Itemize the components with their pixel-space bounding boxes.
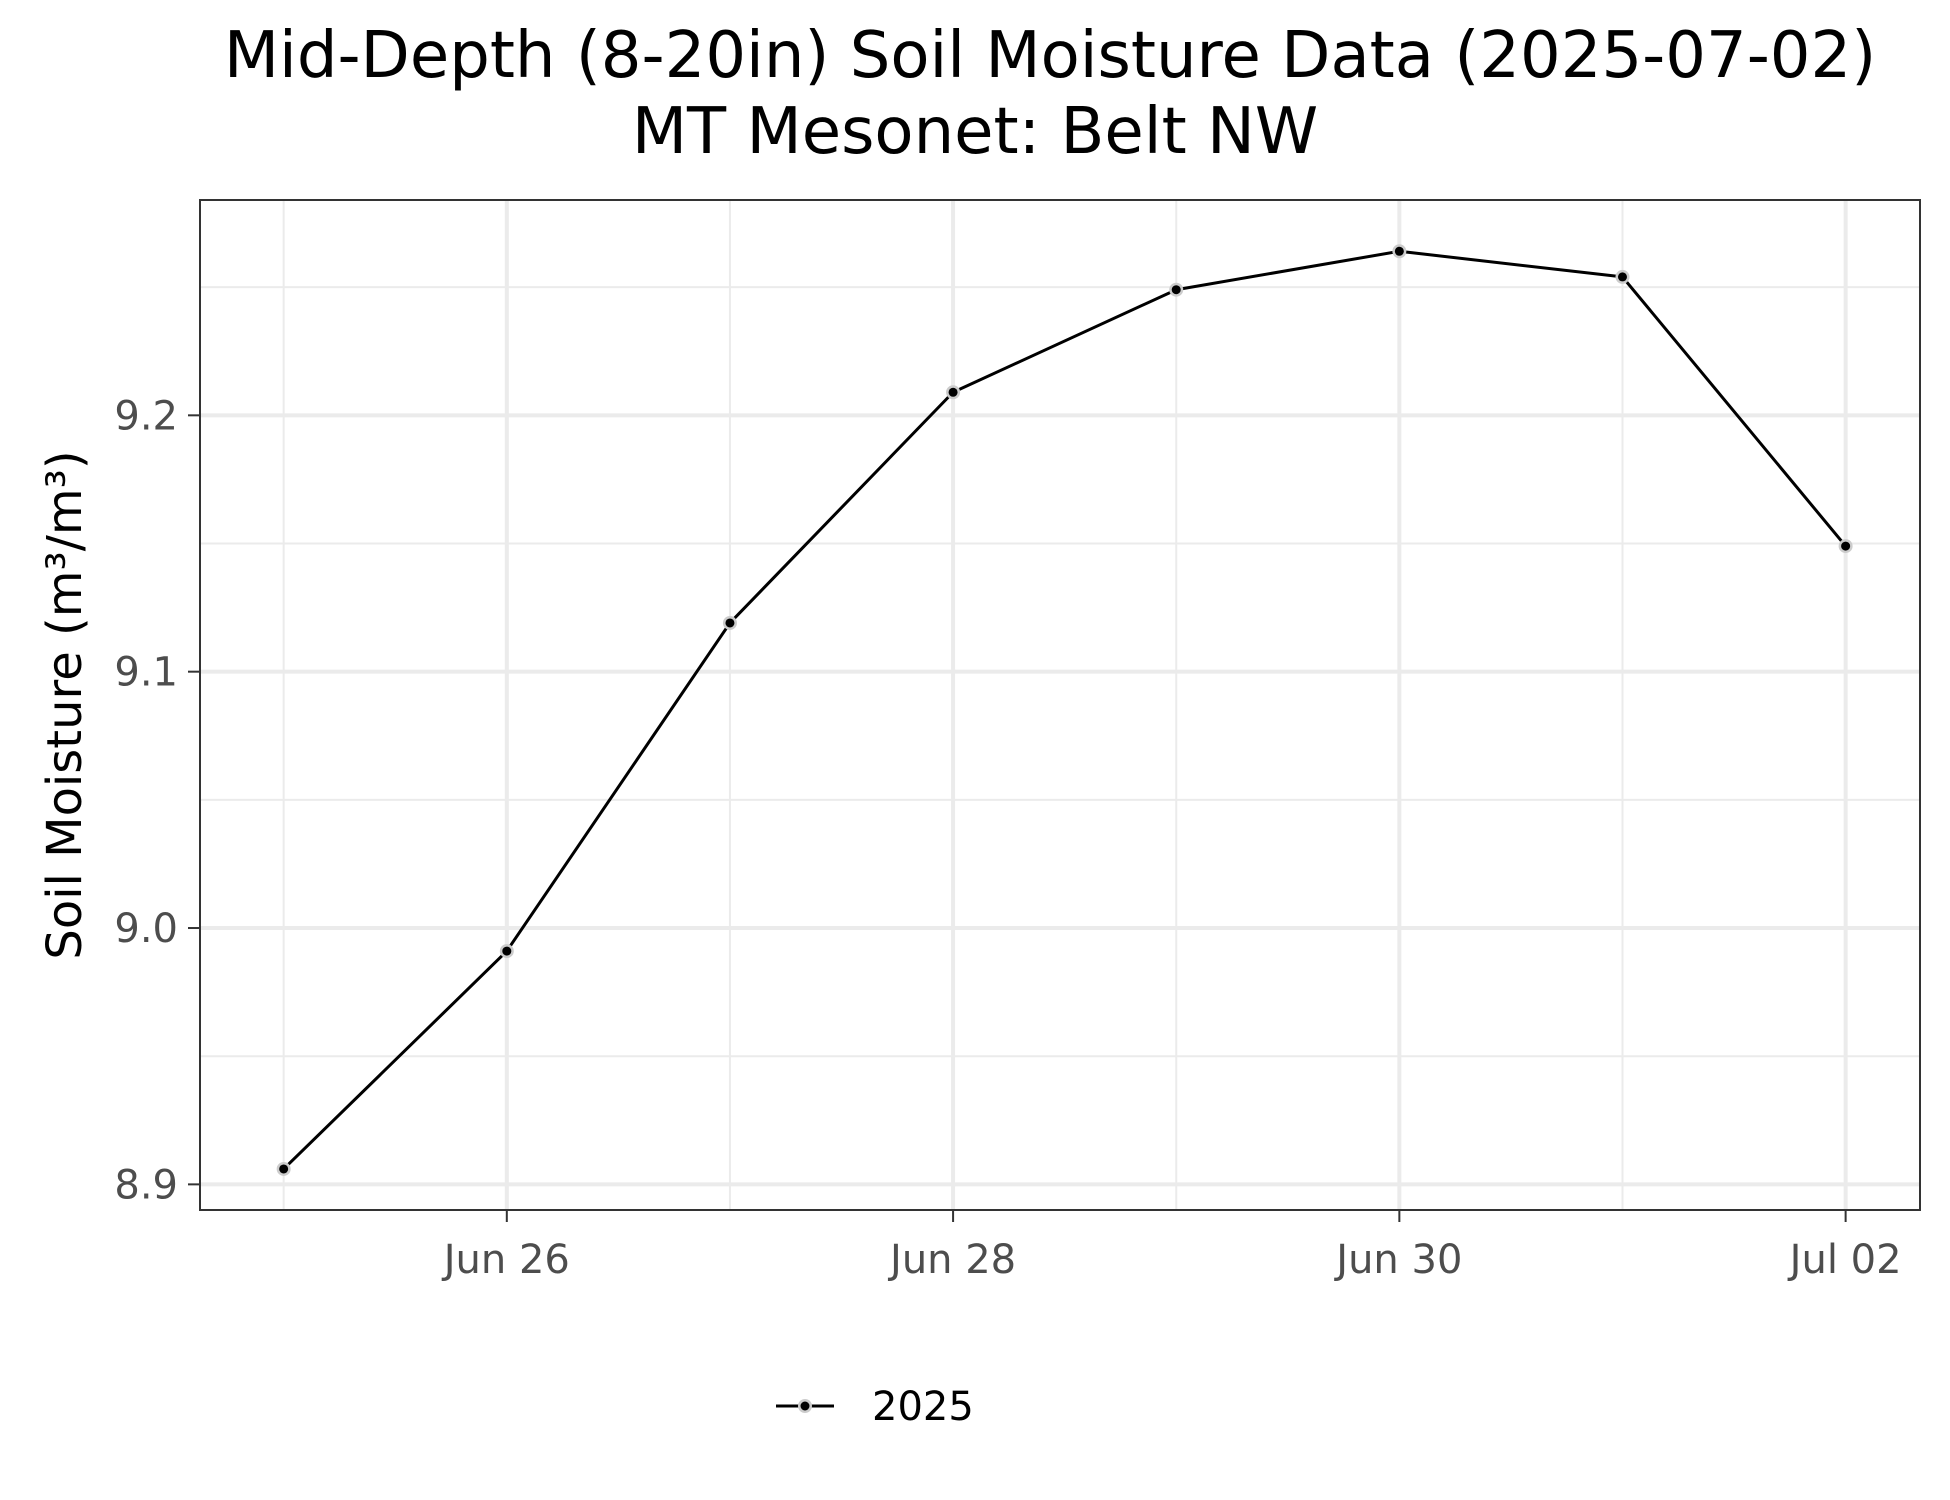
chart-title: Mid-Depth (8-20in) Soil Moisture Data (2… bbox=[223, 19, 1877, 93]
legend-label-2025: 2025 bbox=[872, 1384, 974, 1430]
series-layer bbox=[276, 244, 1853, 1176]
chart-subtitle: MT Mesonet: Belt NW bbox=[631, 95, 1319, 169]
legend: 2025 bbox=[776, 1384, 974, 1430]
x-tick-label: Jun 28 bbox=[887, 1237, 1016, 1283]
data-point bbox=[502, 946, 512, 956]
x-tick-label: Jun 26 bbox=[441, 1237, 570, 1283]
data-point bbox=[1171, 285, 1181, 295]
x-tick-label: Jun 30 bbox=[1333, 1237, 1462, 1283]
plot-panel-border bbox=[199, 199, 1921, 1211]
data-point bbox=[1394, 246, 1404, 256]
data-point bbox=[1617, 272, 1627, 282]
y-tick-label: 9.0 bbox=[114, 906, 178, 952]
y-axis-title: Soil Moisture (m³/m³) bbox=[37, 450, 93, 959]
data-point bbox=[948, 387, 958, 397]
y-tick-label: 8.9 bbox=[114, 1162, 178, 1208]
axis-ticks: Jun 26 Jun 28 Jun 30 Jul 02 8.9 9.0 9.1 9.2 bbox=[114, 393, 1901, 1283]
series-line-2025 bbox=[282, 249, 1847, 1171]
y-tick-label: 9.1 bbox=[114, 650, 178, 696]
data-point bbox=[279, 1164, 289, 1174]
legend-key-point bbox=[800, 1401, 810, 1411]
grid bbox=[200, 200, 1920, 1210]
y-tick-label: 9.2 bbox=[114, 393, 178, 439]
x-tick-label: Jul 02 bbox=[1787, 1237, 1902, 1283]
data-point bbox=[1841, 541, 1851, 551]
data-point bbox=[725, 618, 735, 628]
